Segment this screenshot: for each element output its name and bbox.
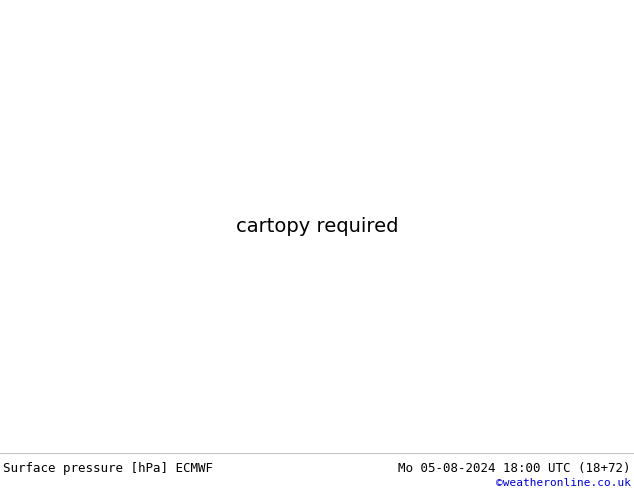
Text: Mo 05-08-2024 18:00 UTC (18+72): Mo 05-08-2024 18:00 UTC (18+72) (398, 463, 631, 475)
Text: cartopy required: cartopy required (236, 217, 398, 236)
Text: Surface pressure [hPa] ECMWF: Surface pressure [hPa] ECMWF (3, 463, 213, 475)
Text: ©weatheronline.co.uk: ©weatheronline.co.uk (496, 478, 631, 488)
